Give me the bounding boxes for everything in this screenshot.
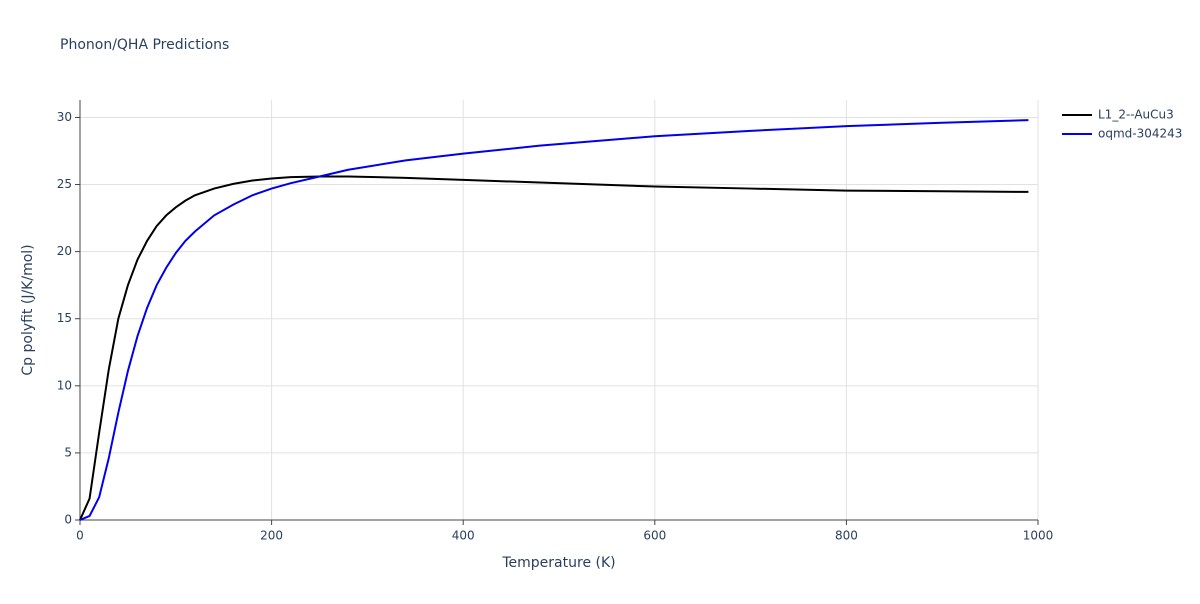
x-tick-label: 0 — [76, 529, 84, 543]
y-axis-label: Cp polyfit (J/K/mol) — [20, 244, 36, 375]
y-tick-label: 10 — [57, 378, 72, 392]
x-tick-label: 200 — [260, 529, 283, 543]
series-line — [79, 175, 1029, 521]
y-tick-label: 15 — [57, 311, 72, 325]
y-tick-label: 20 — [57, 244, 72, 258]
x-axis-label: Temperature (K) — [501, 555, 615, 571]
x-tick-label: 1000 — [1023, 529, 1054, 543]
y-tick-label: 30 — [57, 110, 72, 124]
series-line — [79, 119, 1029, 521]
x-tick-label: 800 — [835, 529, 858, 543]
y-tick-label: 25 — [57, 177, 72, 191]
chart-title: Phonon/QHA Predictions — [60, 37, 229, 53]
x-tick-label: 600 — [643, 529, 666, 543]
legend-label: L1_2--AuCu3 — [1098, 108, 1174, 122]
x-tick-label: 400 — [452, 529, 475, 543]
legend-label: oqmd-304243 — [1098, 127, 1182, 141]
y-tick-label: 0 — [64, 513, 72, 527]
y-tick-label: 5 — [64, 445, 72, 459]
